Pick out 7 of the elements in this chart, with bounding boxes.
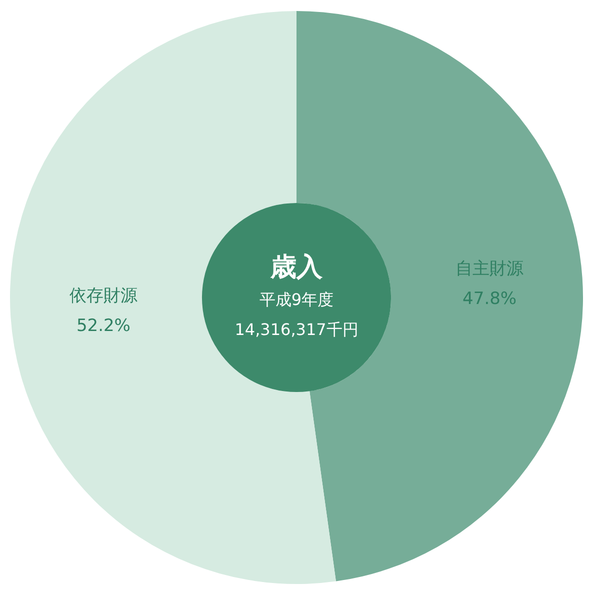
slice-label: 自主財源: [456, 259, 524, 280]
text: 歳入: [270, 252, 324, 282]
data-label: 47.8%: [462, 289, 517, 310]
text: 14,316,317千円: [234, 320, 358, 339]
text: 平成9年度: [259, 290, 334, 309]
slice-label: 依存財源: [69, 286, 138, 306]
data-label: 52.2%: [76, 316, 130, 336]
